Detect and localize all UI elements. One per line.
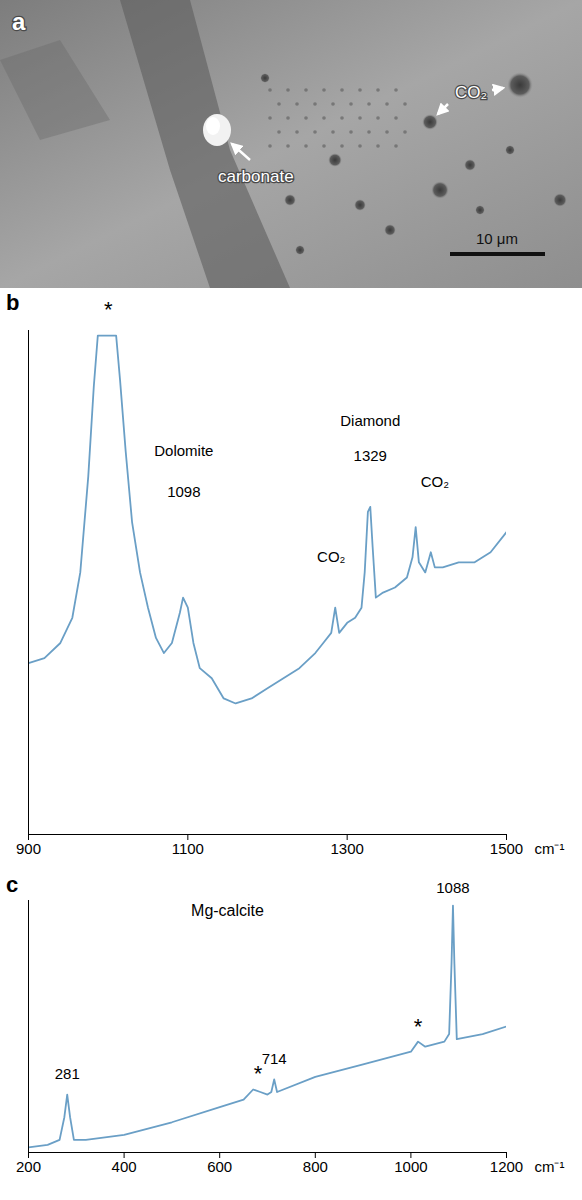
svg-text:1000: 1000	[394, 1158, 427, 1175]
svg-text:Dolomite: Dolomite	[154, 442, 213, 459]
svg-text:1300: 1300	[330, 840, 363, 857]
svg-text:CO₂: CO₂	[421, 473, 450, 490]
svg-text:1200: 1200	[490, 1158, 523, 1175]
svg-text:600: 600	[207, 1158, 232, 1175]
svg-text:*: *	[414, 1014, 423, 1039]
svg-text:281: 281	[55, 1065, 80, 1082]
svg-text:CO₂: CO₂	[455, 83, 487, 102]
svg-text:Diamond: Diamond	[340, 412, 400, 429]
svg-text:10 μm: 10 μm	[476, 230, 518, 247]
html-text:c: c	[6, 872, 19, 897]
svg-text:cm⁻¹: cm⁻¹	[535, 840, 565, 857]
svg-text:714: 714	[262, 1050, 287, 1067]
svg-text:1100: 1100	[172, 840, 204, 857]
svg-text:1088: 1088	[436, 879, 469, 896]
svg-text:1098: 1098	[167, 483, 200, 500]
svg-text:900: 900	[16, 840, 41, 857]
svg-text:carbonate: carbonate	[218, 167, 294, 186]
svg-text:*: *	[104, 297, 113, 322]
svg-text:a: a	[12, 8, 26, 35]
svg-text:1329: 1329	[354, 447, 387, 464]
svg-text:800: 800	[303, 1158, 328, 1175]
svg-text:200: 200	[16, 1158, 41, 1175]
svg-text:1500: 1500	[490, 840, 523, 857]
svg-text:400: 400	[112, 1158, 137, 1175]
svg-text:cm⁻¹: cm⁻¹	[535, 1158, 565, 1175]
html-text:b: b	[6, 290, 20, 315]
svg-text:CO₂: CO₂	[317, 548, 346, 565]
svg-text:Mg-calcite: Mg-calcite	[191, 902, 264, 919]
